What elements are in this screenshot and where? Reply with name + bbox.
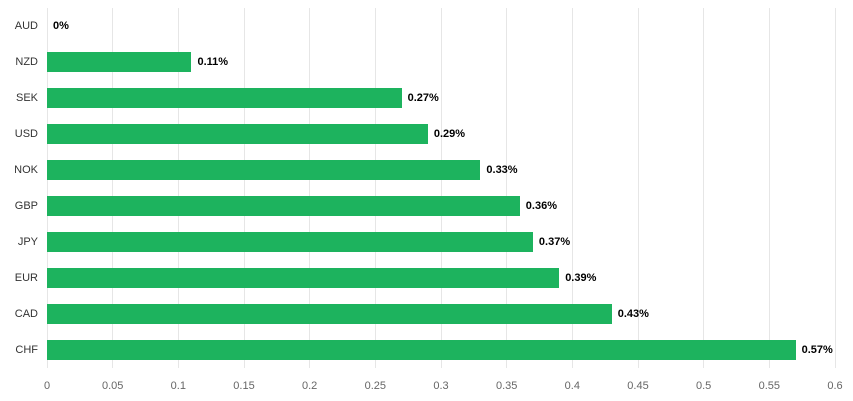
- bar-row: 0.27%: [47, 80, 835, 116]
- bar-row: 0%: [47, 8, 835, 44]
- bar: [47, 52, 192, 72]
- bar: [47, 232, 533, 252]
- bar-row: 0.39%: [47, 260, 835, 296]
- bar-value-label: 0.43%: [617, 308, 649, 320]
- bar-row: 0.11%: [47, 44, 835, 80]
- bar: [47, 196, 520, 216]
- category-label: NZD: [15, 56, 38, 68]
- bar: [47, 268, 560, 288]
- category-label: AUD: [14, 20, 38, 32]
- bar: [47, 340, 796, 360]
- gridline: [46, 8, 48, 368]
- category-label: CHF: [15, 344, 38, 356]
- gridline: [703, 8, 705, 368]
- bar-value-label: 0.36%: [525, 200, 557, 212]
- x-axis-tick-label: 0.5: [696, 380, 712, 392]
- gridline: [637, 8, 639, 368]
- bar-value-label: 0.37%: [538, 236, 571, 248]
- bar: [47, 88, 402, 108]
- category-label: JPY: [17, 236, 38, 248]
- bar: [47, 304, 612, 324]
- gridline: [112, 8, 114, 368]
- bar-row: 0.37%: [47, 224, 835, 260]
- category-label: GBP: [14, 200, 38, 212]
- x-axis-tick-label: 0.6: [827, 380, 843, 392]
- bar-value-label: 0.27%: [407, 92, 439, 104]
- bar: [47, 160, 481, 180]
- gridline: [309, 8, 311, 368]
- x-axis-tick-label: 0.15: [233, 380, 255, 392]
- category-label: CAD: [14, 308, 38, 320]
- x-axis-tick-label: 0.55: [758, 380, 781, 392]
- x-axis-tick-label: 0.45: [627, 380, 649, 392]
- bar-value-label: 0.11%: [197, 56, 229, 68]
- bar-row: 0.36%: [47, 188, 835, 224]
- category-label: SEK: [15, 92, 38, 104]
- bar-row: 0.33%: [47, 152, 835, 188]
- gridline: [834, 8, 836, 368]
- bar-rows: 0% 0.11% 0.27% 0.29% 0.33% 0.36% 0.37% 0.39% 0.4…: [47, 8, 835, 368]
- gridline: [243, 8, 245, 368]
- y-axis-category-labels: AUD NZD SEK USD NOK GBP JPY EUR CAD CHF: [0, 8, 47, 368]
- bar-row: 0.29%: [47, 116, 835, 152]
- x-axis-tick-label: 0.1: [170, 380, 186, 392]
- category-label: USD: [14, 128, 38, 140]
- x-axis-tick-labels: 0 0.05 0.1 0.15 0.2 0.25 0.3 0.35 0.4 0.45 0.5 0.55…: [43, 380, 843, 394]
- x-axis-tick-label: 0.05: [101, 380, 124, 392]
- gridline: [374, 8, 376, 368]
- gridline: [440, 8, 442, 368]
- category-label: NOK: [14, 164, 38, 176]
- bar-value-label: 0.29%: [433, 128, 466, 140]
- category-label: EUR: [14, 272, 38, 284]
- x-axis-tick-label: 0.3: [433, 380, 449, 392]
- x-axis-tick-label: 0.35: [495, 380, 518, 392]
- gridline: [768, 8, 770, 368]
- gridline: [506, 8, 508, 368]
- bar-value-label: 0.33%: [486, 164, 518, 176]
- gridline: [571, 8, 573, 368]
- plot-area: 0% 0.11% 0.27% 0.29% 0.33% 0.36% 0.37% 0.39% 0.4…: [46, 8, 836, 368]
- x-axis-tick-label: 0: [43, 380, 51, 392]
- bar-value-label: 0.57%: [801, 344, 833, 356]
- gridline: [177, 8, 179, 368]
- bar-value-label: 0.39%: [565, 272, 597, 284]
- x-axis-tick-label: 0.4: [564, 380, 580, 392]
- bar-value-label: 0%: [53, 20, 69, 32]
- x-axis-tick-label: 0.2: [302, 380, 318, 392]
- bar-row: 0.43%: [47, 296, 835, 332]
- bar: [47, 124, 428, 144]
- x-axis-tick-label: 0.25: [364, 380, 387, 392]
- bar-row: 0.57%: [47, 332, 835, 368]
